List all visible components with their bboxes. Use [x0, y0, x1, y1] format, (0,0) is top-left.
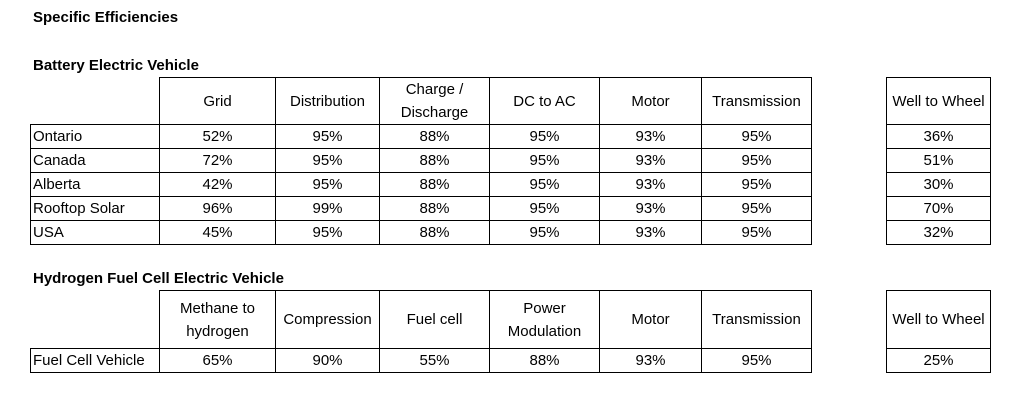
table-cell: 90%	[275, 348, 380, 373]
table-cell: 88%	[379, 220, 490, 245]
table-row: Fuel Cell Vehicle 65% 90% 55% 88% 93% 95…	[30, 348, 812, 373]
table-row: Ontario 52% 95% 88% 95% 93% 95%	[30, 124, 812, 149]
page-title: Specific Efficiencies	[33, 9, 179, 26]
table-cell: 95%	[489, 172, 600, 197]
table-cell: 95%	[489, 220, 600, 245]
table-cell: 95%	[489, 196, 600, 221]
table-cell: 95%	[275, 172, 380, 197]
bev-corner-cell	[30, 77, 160, 125]
table-row: Alberta 42% 95% 88% 95% 93% 95%	[30, 172, 812, 197]
table-cell: 95%	[701, 348, 812, 373]
wtw-cell: 51%	[886, 148, 991, 173]
bev-table: Grid Distribution Charge / Discharge DC …	[30, 77, 812, 245]
table-cell: 88%	[379, 172, 490, 197]
table-cell: 55%	[379, 348, 490, 373]
table-cell: 93%	[599, 196, 702, 221]
table-row: USA 45% 95% 88% 95% 93% 95%	[30, 220, 812, 245]
wtw-header: Well to Wheel	[886, 77, 991, 125]
table-cell: 42%	[159, 172, 276, 197]
table-cell: 95%	[275, 148, 380, 173]
table-cell: 93%	[599, 172, 702, 197]
bev-col-header: Motor	[599, 77, 702, 125]
bev-col-header: Grid	[159, 77, 276, 125]
bev-wtw-table: Well to Wheel 36% 51% 30% 70% 32%	[886, 77, 991, 245]
bev-header-row: Grid Distribution Charge / Discharge DC …	[30, 77, 812, 125]
row-label: Fuel Cell Vehicle	[30, 348, 160, 373]
bev-heading: Battery Electric Vehicle	[33, 57, 199, 74]
fcev-col-header: Power Modulation	[489, 290, 600, 349]
row-label: USA	[30, 220, 160, 245]
fcev-col-header: Fuel cell	[379, 290, 490, 349]
row-label: Canada	[30, 148, 160, 173]
wtw-cell: 30%	[886, 172, 991, 197]
fcev-col-header: Methane to hydrogen	[159, 290, 276, 349]
table-cell: 88%	[379, 196, 490, 221]
table-cell: 88%	[379, 148, 490, 173]
table-cell: 95%	[489, 124, 600, 149]
table-cell: 45%	[159, 220, 276, 245]
table-row: Canada 72% 95% 88% 95% 93% 95%	[30, 148, 812, 173]
table-cell: 72%	[159, 148, 276, 173]
table-cell: 88%	[379, 124, 490, 149]
table-cell: 65%	[159, 348, 276, 373]
table-cell: 93%	[599, 348, 702, 373]
fcev-table: Methane to hydrogen Compression Fuel cel…	[30, 290, 812, 373]
bev-col-header: DC to AC	[489, 77, 600, 125]
wtw-cell: 25%	[886, 348, 991, 373]
fcev-header-row: Methane to hydrogen Compression Fuel cel…	[30, 290, 812, 349]
table-cell: 93%	[599, 124, 702, 149]
wtw-cell: 36%	[886, 124, 991, 149]
fcev-col-header: Motor	[599, 290, 702, 349]
fcev-col-header: Transmission	[701, 290, 812, 349]
table-cell: 52%	[159, 124, 276, 149]
table-cell: 95%	[701, 124, 812, 149]
row-label: Alberta	[30, 172, 160, 197]
fcev-heading: Hydrogen Fuel Cell Electric Vehicle	[33, 270, 284, 287]
table-cell: 95%	[701, 148, 812, 173]
table-cell: 88%	[489, 348, 600, 373]
bev-col-header: Transmission	[701, 77, 812, 125]
fcev-col-header: Compression	[275, 290, 380, 349]
row-label: Ontario	[30, 124, 160, 149]
table-cell: 95%	[489, 148, 600, 173]
table-cell: 93%	[599, 220, 702, 245]
table-cell: 96%	[159, 196, 276, 221]
table-cell: 95%	[701, 220, 812, 245]
bev-col-header: Charge / Discharge	[379, 77, 490, 125]
bev-col-header: Distribution	[275, 77, 380, 125]
wtw-cell: 70%	[886, 196, 991, 221]
wtw-header: Well to Wheel	[886, 290, 991, 349]
wtw-cell: 32%	[886, 220, 991, 245]
table-cell: 95%	[275, 124, 380, 149]
table-row: Rooftop Solar 96% 99% 88% 95% 93% 95%	[30, 196, 812, 221]
table-cell: 95%	[701, 172, 812, 197]
row-label: Rooftop Solar	[30, 196, 160, 221]
table-cell: 95%	[275, 220, 380, 245]
table-cell: 93%	[599, 148, 702, 173]
fcev-wtw-table: Well to Wheel 25%	[886, 290, 991, 373]
table-cell: 99%	[275, 196, 380, 221]
fcev-corner-cell	[30, 290, 160, 349]
table-cell: 95%	[701, 196, 812, 221]
